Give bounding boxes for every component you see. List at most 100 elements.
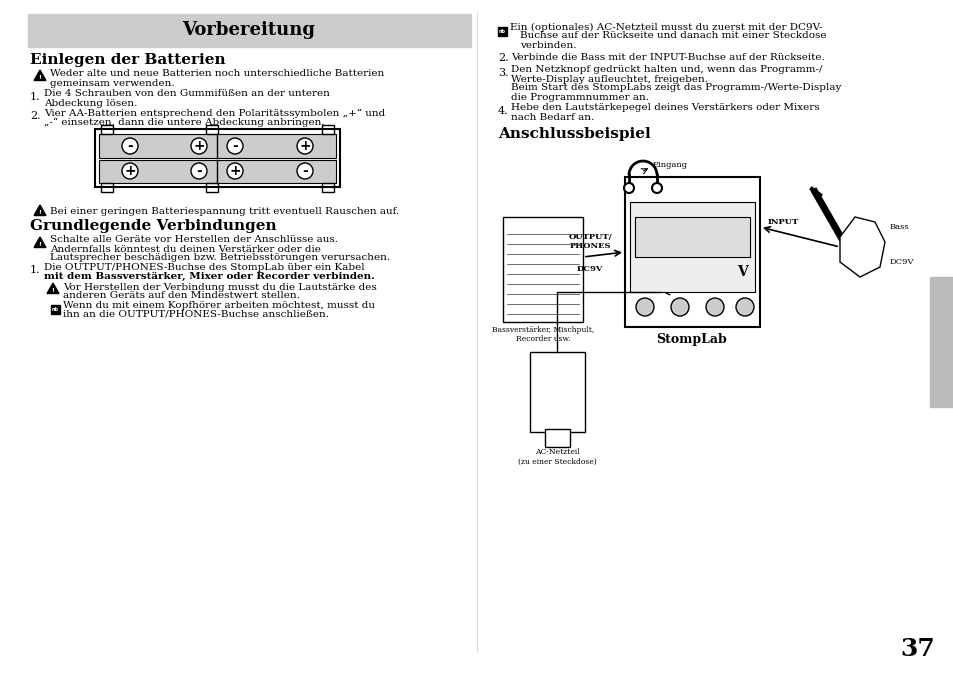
Circle shape (735, 298, 753, 316)
Text: -: - (127, 139, 132, 153)
Text: Ein (optionales) AC-Netzteil musst du zuerst mit der DC9V-: Ein (optionales) AC-Netzteil musst du zu… (510, 22, 821, 32)
Text: gemeinsam verwenden.: gemeinsam verwenden. (50, 79, 174, 89)
Bar (629, 202, 754, 292)
Circle shape (296, 163, 313, 179)
Text: anderen Geräts auf den Mindestwert stellen.: anderen Geräts auf den Mindestwert stell… (63, 292, 299, 301)
Circle shape (122, 163, 138, 179)
Circle shape (122, 138, 138, 154)
Text: Eingang: Eingang (652, 161, 687, 169)
Text: Bei einer geringen Batteriespannung tritt eventuell Rauschen auf.: Bei einer geringen Batteriespannung trit… (50, 206, 399, 215)
Text: 2.: 2. (497, 53, 508, 63)
Circle shape (670, 298, 688, 316)
Text: !: ! (38, 75, 41, 80)
Polygon shape (47, 283, 59, 294)
Circle shape (705, 298, 723, 316)
Text: !: ! (38, 210, 41, 215)
Bar (206, 125, 218, 134)
Bar (635, 217, 749, 257)
Text: !: ! (51, 288, 54, 293)
Bar (206, 183, 218, 192)
Text: Die 4 Schrauben von den Gummifüßen an der unteren: Die 4 Schrauben von den Gummifüßen an de… (44, 89, 330, 98)
Text: Beim Start des StompLabs zeigt das Programm-/Werte-Display: Beim Start des StompLabs zeigt das Progr… (511, 83, 841, 93)
Text: verbinden.: verbinden. (519, 41, 576, 49)
Text: ihn an die OUTPUT/PHONES-Buchse anschließen.: ihn an die OUTPUT/PHONES-Buchse anschlie… (63, 309, 329, 318)
Text: Lautsprecher beschädigen bzw. Betriebsstörungen verursachen.: Lautsprecher beschädigen bzw. Betriebsst… (50, 253, 390, 263)
Polygon shape (34, 237, 46, 248)
Text: +: + (229, 164, 240, 178)
Bar (497, 27, 506, 36)
Bar (624, 177, 760, 327)
Text: -: - (302, 164, 308, 178)
Text: 2.: 2. (30, 111, 41, 121)
Bar (322, 125, 334, 134)
Text: Einlegen der Batterien: Einlegen der Batterien (30, 53, 226, 67)
Text: -: - (196, 164, 202, 178)
Text: nach Bedarf an.: nach Bedarf an. (511, 112, 594, 121)
Text: Hebe den Lautstärkepegel deines Verstärkers oder Mixers: Hebe den Lautstärkepegel deines Verstärk… (511, 104, 819, 112)
Text: Den Netzknopf gedrückt halten und, wenn das Programm-/: Den Netzknopf gedrückt halten und, wenn … (511, 66, 821, 74)
Text: nb: nb (498, 29, 505, 34)
Text: Grundlegende Verbindungen: Grundlegende Verbindungen (30, 219, 276, 233)
Text: die Programmnummer an.: die Programmnummer an. (511, 93, 648, 102)
Circle shape (636, 298, 654, 316)
Text: nb: nb (52, 307, 59, 312)
Text: Vier AA-Batterien entsprechend den Polaritätssymbolen „+“ und: Vier AA-Batterien entsprechend den Polar… (44, 108, 385, 118)
Text: 37: 37 (900, 637, 934, 661)
Text: 4.: 4. (497, 106, 508, 116)
Text: +: + (193, 139, 205, 153)
Circle shape (191, 163, 207, 179)
Bar (322, 183, 334, 192)
Bar (544, 429, 569, 447)
Text: Schalte alle Geräte vor Herstellen der Anschlüsse aus.: Schalte alle Geräte vor Herstellen der A… (50, 236, 337, 244)
Circle shape (227, 138, 243, 154)
Text: 1.: 1. (30, 92, 41, 102)
Bar (99, 160, 335, 183)
Text: Anschlussbeispiel: Anschlussbeispiel (497, 127, 650, 141)
Text: Die OUTPUT/PHONES-Buchse des StompLab über ein Kabel: Die OUTPUT/PHONES-Buchse des StompLab üb… (44, 263, 364, 271)
Circle shape (651, 183, 661, 193)
Text: Wenn du mit einem Kopfhörer arbeiten möchtest, musst du: Wenn du mit einem Kopfhörer arbeiten möc… (63, 301, 375, 309)
Bar (502, 217, 582, 322)
Bar (530, 352, 584, 432)
Text: -: - (232, 139, 237, 153)
Text: OUTPUT/: OUTPUT/ (568, 233, 611, 241)
Text: Vorbereitung: Vorbereitung (182, 21, 315, 39)
Text: Weder alte und neue Batterien noch unterschiedliche Batterien: Weder alte und neue Batterien noch unter… (50, 70, 384, 79)
Bar (101, 183, 112, 192)
Text: (zu einer Steckdose): (zu einer Steckdose) (517, 458, 596, 466)
Circle shape (227, 163, 243, 179)
Text: Andernfalls könntest du deinen Verstärker oder die: Andernfalls könntest du deinen Verstärke… (50, 244, 320, 253)
Circle shape (623, 183, 634, 193)
Text: +: + (299, 139, 311, 153)
Text: !: ! (38, 242, 41, 247)
Text: 3.: 3. (497, 68, 508, 78)
Text: StompLab: StompLab (656, 334, 726, 347)
Text: PHONES: PHONES (569, 242, 610, 250)
Text: Werte-Display aufleuchtet, freigeben.: Werte-Display aufleuchtet, freigeben. (511, 74, 707, 83)
Circle shape (191, 138, 207, 154)
Circle shape (296, 138, 313, 154)
Bar (28, 14, 471, 47)
Text: „-“ einsetzen, dann die untere Abdeckung anbringen.: „-“ einsetzen, dann die untere Abdeckung… (44, 117, 324, 127)
Bar (95, 129, 339, 187)
Bar (929, 277, 953, 407)
Bar (51, 305, 60, 314)
Text: DC9V: DC9V (889, 258, 914, 266)
Text: Vor Herstellen der Verbindung musst du die Lautstärke des: Vor Herstellen der Verbindung musst du d… (63, 282, 376, 292)
Polygon shape (34, 205, 46, 215)
Text: Abdeckung lösen.: Abdeckung lösen. (44, 98, 137, 108)
Text: Bass: Bass (889, 223, 908, 231)
Bar (99, 134, 335, 158)
Text: +: + (124, 164, 135, 178)
Text: AC-Netzteil: AC-Netzteil (534, 448, 578, 456)
Text: V: V (736, 265, 746, 279)
Text: 1.: 1. (30, 265, 41, 275)
Polygon shape (34, 70, 46, 81)
Polygon shape (840, 217, 884, 277)
Text: Buchse auf der Rückseite und danach mit einer Steckdose: Buchse auf der Rückseite und danach mit … (519, 32, 825, 41)
Text: Bassverstärker, Mischpult,: Bassverstärker, Mischpult, (492, 326, 594, 334)
Text: Verbinde die Bass mit der INPUT-Buchse auf der Rückseite.: Verbinde die Bass mit der INPUT-Buchse a… (511, 53, 824, 62)
Text: Recorder usw.: Recorder usw. (516, 335, 570, 343)
Bar (101, 125, 112, 134)
Text: DC9V: DC9V (577, 265, 602, 273)
